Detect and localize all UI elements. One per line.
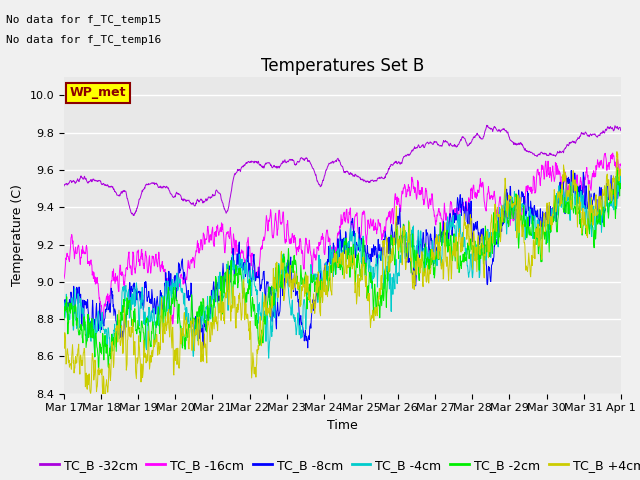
TC_B -4cm xyxy=(184,319,191,324)
TC_B +4cm xyxy=(617,173,625,179)
TC_B -2cm xyxy=(95,367,102,372)
TC_B -4cm xyxy=(617,181,625,187)
TC_B -8cm xyxy=(246,273,254,279)
TC_B -4cm xyxy=(551,209,559,215)
TC_B -16cm xyxy=(184,257,192,263)
Line: TC_B -4cm: TC_B -4cm xyxy=(64,174,621,358)
TC_B -16cm xyxy=(617,161,625,167)
TC_B -16cm xyxy=(60,276,68,282)
TC_B -4cm xyxy=(246,267,254,273)
Line: TC_B -8cm: TC_B -8cm xyxy=(64,170,621,348)
TC_B -8cm xyxy=(617,174,625,180)
TC_B -16cm xyxy=(246,252,254,258)
TC_B +4cm xyxy=(246,326,254,332)
TC_B -32cm xyxy=(60,183,68,189)
TC_B +4cm xyxy=(502,192,509,198)
TC_B -8cm xyxy=(429,258,437,264)
Line: TC_B -32cm: TC_B -32cm xyxy=(64,125,621,216)
TC_B -16cm xyxy=(502,210,509,216)
Line: TC_B +4cm: TC_B +4cm xyxy=(64,152,621,411)
TC_B -32cm xyxy=(429,142,437,147)
TC_B -16cm xyxy=(171,298,179,304)
TC_B -8cm xyxy=(170,274,178,280)
TC_B -2cm xyxy=(60,317,68,323)
Text: No data for f_TC_temp16: No data for f_TC_temp16 xyxy=(6,34,162,45)
TC_B -4cm xyxy=(502,211,509,216)
TC_B -16cm xyxy=(609,150,616,156)
TC_B -2cm xyxy=(171,304,179,310)
TC_B -8cm xyxy=(184,295,191,300)
TC_B -32cm xyxy=(184,198,192,204)
TC_B -16cm xyxy=(551,174,559,180)
TC_B -2cm xyxy=(613,165,621,170)
Line: TC_B -2cm: TC_B -2cm xyxy=(64,168,621,370)
TC_B -32cm xyxy=(617,128,625,133)
TC_B -2cm xyxy=(429,259,437,265)
TC_B -32cm xyxy=(483,122,491,128)
X-axis label: Time: Time xyxy=(327,419,358,432)
TC_B -4cm xyxy=(170,286,178,292)
TC_B -4cm xyxy=(265,355,273,361)
TC_B -16cm xyxy=(429,205,437,211)
Y-axis label: Temperature (C): Temperature (C) xyxy=(11,184,24,286)
TC_B +4cm xyxy=(551,198,559,204)
TC_B -32cm xyxy=(502,128,510,133)
Legend: TC_B -32cm, TC_B -16cm, TC_B -8cm, TC_B -4cm, TC_B -2cm, TC_B +4cm: TC_B -32cm, TC_B -16cm, TC_B -8cm, TC_B … xyxy=(35,454,640,477)
TC_B -8cm xyxy=(502,192,509,198)
TC_B +4cm xyxy=(613,149,621,155)
TC_B -8cm xyxy=(199,346,207,351)
TC_B -8cm xyxy=(551,197,559,203)
TC_B -32cm xyxy=(552,154,559,159)
TC_B -2cm xyxy=(551,192,559,198)
Text: WP_met: WP_met xyxy=(70,86,126,99)
TC_B -2cm xyxy=(184,330,192,336)
TC_B +4cm xyxy=(429,257,437,263)
TC_B -32cm xyxy=(171,193,179,199)
TC_B -8cm xyxy=(60,308,68,313)
Title: Temperatures Set B: Temperatures Set B xyxy=(260,57,424,75)
TC_B +4cm xyxy=(184,338,192,344)
TC_B -8cm xyxy=(568,168,575,173)
Line: TC_B -16cm: TC_B -16cm xyxy=(64,153,621,324)
TC_B +4cm xyxy=(171,347,179,353)
TC_B -4cm xyxy=(570,171,577,177)
TC_B -2cm xyxy=(246,298,254,303)
TC_B -2cm xyxy=(617,186,625,192)
TC_B +4cm xyxy=(60,345,68,350)
TC_B -32cm xyxy=(246,158,254,164)
TC_B +4cm xyxy=(100,408,108,414)
TC_B -16cm xyxy=(169,321,177,327)
TC_B -2cm xyxy=(502,207,509,213)
Text: No data for f_TC_temp15: No data for f_TC_temp15 xyxy=(6,14,162,25)
TC_B -4cm xyxy=(60,299,68,305)
TC_B -32cm xyxy=(130,213,138,218)
TC_B -4cm xyxy=(429,248,437,254)
